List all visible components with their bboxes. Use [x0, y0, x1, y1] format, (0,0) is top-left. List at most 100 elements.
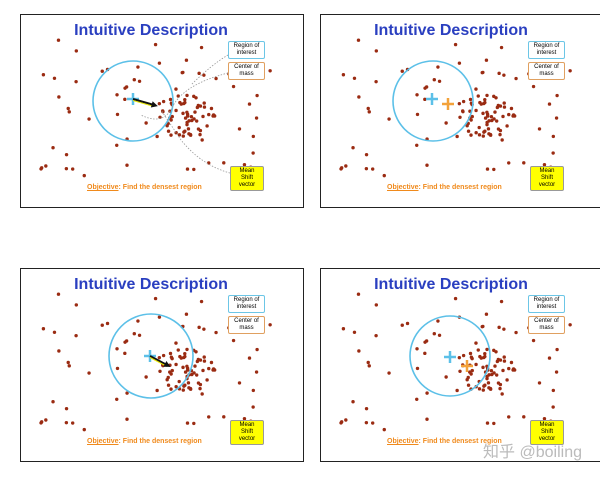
- point: [195, 359, 200, 364]
- point: [174, 108, 178, 113]
- point: [193, 364, 197, 368]
- point: [487, 132, 491, 136]
- point: [186, 381, 191, 385]
- point: [502, 101, 506, 105]
- point: [542, 162, 547, 167]
- point: [339, 166, 344, 170]
- point: [469, 133, 473, 137]
- point: [507, 415, 511, 419]
- point: [169, 372, 173, 376]
- slide: Intuitive Description Region of interest C…: [20, 268, 304, 462]
- point: [486, 381, 491, 385]
- point: [470, 356, 474, 361]
- point: [352, 76, 357, 80]
- point: [198, 386, 202, 391]
- point: [157, 315, 162, 319]
- point: [351, 400, 355, 404]
- point: [493, 110, 497, 114]
- point: [474, 131, 478, 135]
- point: [474, 87, 478, 91]
- point: [415, 347, 419, 351]
- point: [489, 369, 494, 373]
- point: [425, 391, 429, 395]
- point: [205, 124, 209, 128]
- objective-text: : Find the densest region: [418, 438, 502, 445]
- point: [522, 415, 526, 419]
- point: [125, 163, 129, 167]
- point: [184, 312, 189, 316]
- legend-box: Center of mass: [228, 62, 265, 80]
- point: [478, 100, 482, 105]
- point: [478, 354, 482, 359]
- point: [255, 93, 259, 98]
- point: [177, 133, 182, 137]
- point: [423, 97, 427, 102]
- point: [205, 378, 209, 382]
- slide-title: Intuitive Description: [374, 276, 528, 293]
- point: [174, 385, 178, 389]
- legend-box: Mean Shift vector: [230, 166, 264, 191]
- point: [192, 167, 196, 172]
- objective-label: Objective: [87, 184, 119, 191]
- point: [468, 351, 473, 356]
- point: [170, 114, 174, 119]
- point: [492, 421, 496, 426]
- point: [202, 101, 206, 105]
- point: [242, 416, 247, 421]
- objective: Objective: Find the densest region: [87, 438, 202, 445]
- point: [157, 355, 162, 360]
- connector: [190, 54, 229, 86]
- point: [251, 151, 255, 155]
- point: [115, 347, 119, 351]
- point: [500, 138, 504, 142]
- point: [486, 114, 490, 118]
- point: [105, 321, 110, 326]
- point: [137, 333, 142, 337]
- point: [197, 71, 201, 76]
- point: [158, 369, 162, 373]
- point: [200, 392, 204, 396]
- point: [166, 129, 171, 133]
- point: [64, 406, 69, 411]
- point: [209, 360, 214, 365]
- point: [247, 356, 252, 360]
- point: [551, 405, 555, 409]
- point: [144, 121, 148, 125]
- point: [485, 421, 490, 425]
- point: [39, 420, 44, 424]
- point: [423, 86, 427, 90]
- point: [483, 351, 487, 356]
- point: [242, 162, 247, 167]
- point: [51, 146, 55, 150]
- point: [136, 65, 140, 69]
- point: [482, 355, 486, 360]
- point: [74, 333, 78, 338]
- point: [207, 415, 211, 419]
- point: [186, 127, 191, 131]
- legend-box: Region of interest: [528, 295, 565, 313]
- point: [400, 69, 404, 73]
- point: [531, 338, 536, 343]
- point: [339, 420, 344, 424]
- point: [178, 100, 182, 105]
- point: [87, 371, 91, 375]
- legend-box: Center of mass: [528, 62, 565, 80]
- point: [382, 173, 386, 178]
- point: [177, 379, 181, 384]
- region-circle: [409, 315, 491, 397]
- point: [366, 360, 370, 365]
- point: [181, 134, 185, 138]
- point: [436, 65, 440, 69]
- point: [502, 359, 507, 363]
- point: [153, 42, 158, 47]
- point: [202, 73, 206, 77]
- point: [176, 348, 180, 352]
- point: [174, 87, 178, 91]
- point: [181, 365, 185, 370]
- point: [222, 415, 226, 419]
- point: [482, 101, 486, 106]
- point: [551, 134, 556, 139]
- point: [344, 418, 348, 422]
- point: [470, 114, 474, 119]
